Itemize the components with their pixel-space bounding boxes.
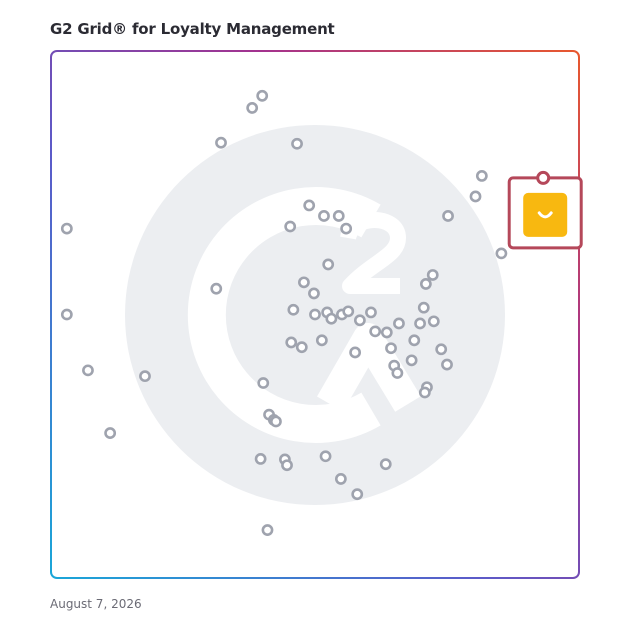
- product-marker-15[interactable]: [60, 308, 73, 321]
- product-marker-39[interactable]: [418, 386, 431, 399]
- product-marker-10[interactable]: [340, 222, 353, 235]
- highlighted-product[interactable]: [507, 170, 583, 250]
- product-marker-30[interactable]: [285, 336, 298, 349]
- product-marker-25[interactable]: [393, 317, 405, 330]
- product-marker-17[interactable]: [309, 308, 321, 321]
- product-marker-42[interactable]: [270, 415, 282, 428]
- product-marker-28[interactable]: [427, 315, 440, 328]
- product-marker-32[interactable]: [349, 346, 362, 359]
- product-marker-16[interactable]: [287, 303, 300, 316]
- product-marker-12[interactable]: [298, 276, 310, 289]
- product-marker-52[interactable]: [281, 459, 293, 472]
- product-marker-3[interactable]: [215, 136, 227, 149]
- product-marker-2[interactable]: [246, 102, 259, 114]
- product-logo-icon: [523, 192, 568, 237]
- product-marker-43[interactable]: [257, 377, 270, 389]
- product-marker-23[interactable]: [365, 306, 377, 319]
- product-marker-27[interactable]: [414, 317, 426, 330]
- product-marker-57[interactable]: [475, 169, 488, 182]
- product-marker-50[interactable]: [334, 473, 347, 485]
- product-marker-60[interactable]: [419, 278, 432, 290]
- product-marker-1[interactable]: [256, 89, 269, 102]
- product-marker-58[interactable]: [495, 247, 508, 260]
- product-marker-6[interactable]: [284, 220, 297, 233]
- product-marker-13[interactable]: [308, 287, 320, 300]
- product-marker-31[interactable]: [295, 341, 308, 354]
- highlight-pin: [536, 170, 551, 185]
- chart-title: G2 Grid® for Loyalty Management: [50, 20, 335, 38]
- product-marker-47[interactable]: [254, 452, 267, 465]
- product-marker-46[interactable]: [104, 427, 117, 439]
- product-marker-55[interactable]: [442, 210, 454, 222]
- product-marker-26[interactable]: [408, 334, 421, 347]
- product-marker-49[interactable]: [379, 458, 392, 471]
- product-marker-29[interactable]: [315, 334, 328, 347]
- product-marker-53[interactable]: [351, 488, 364, 501]
- product-marker-37[interactable]: [391, 367, 404, 379]
- product-marker-44[interactable]: [82, 364, 94, 377]
- product-marker-62[interactable]: [435, 343, 448, 356]
- product-marker-24[interactable]: [369, 325, 382, 338]
- product-marker-56[interactable]: [469, 190, 482, 203]
- product-marker-8[interactable]: [318, 210, 330, 222]
- product-marker-9[interactable]: [332, 210, 345, 222]
- product-marker-11[interactable]: [322, 258, 335, 271]
- product-marker-63[interactable]: [441, 358, 453, 371]
- product-marker-4[interactable]: [291, 137, 303, 150]
- report-date: August 7, 2026: [50, 597, 142, 611]
- product-marker-59[interactable]: [426, 269, 439, 281]
- product-marker-14[interactable]: [210, 282, 223, 295]
- scatter-points: [60, 89, 508, 536]
- smile-icon: [537, 211, 553, 219]
- product-marker-34[interactable]: [385, 342, 397, 355]
- product-marker-45[interactable]: [139, 370, 151, 383]
- product-marker-22[interactable]: [353, 314, 366, 327]
- product-marker-7[interactable]: [303, 199, 316, 212]
- product-marker-54[interactable]: [261, 524, 274, 536]
- product-marker-21[interactable]: [325, 312, 338, 325]
- product-marker-33[interactable]: [380, 326, 393, 339]
- product-marker-20[interactable]: [342, 305, 355, 318]
- product-marker-5[interactable]: [60, 222, 73, 235]
- product-marker-48[interactable]: [319, 450, 332, 463]
- product-marker-36[interactable]: [405, 354, 418, 367]
- product-marker-61[interactable]: [417, 301, 430, 314]
